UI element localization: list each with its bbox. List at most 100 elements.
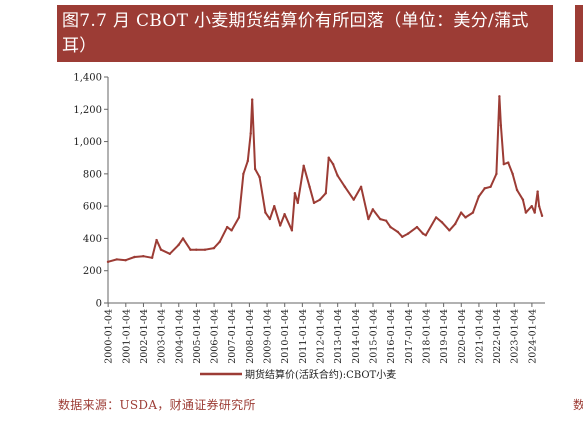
chart-title-bar: 图7.7 月 CBOT 小麦期货结算价有所回落（单位：美分/蒲式耳） bbox=[57, 5, 553, 62]
data-point bbox=[177, 243, 180, 247]
legend-label: 期货结算价(活跃合约):CBOT小麦 bbox=[245, 368, 396, 381]
data-point bbox=[379, 217, 382, 221]
data-point bbox=[352, 198, 355, 201]
data-point bbox=[359, 185, 363, 188]
data-point bbox=[242, 172, 245, 176]
x-tick-label: 2022-01-04 bbox=[492, 309, 503, 364]
data-point bbox=[268, 217, 272, 221]
data-point bbox=[533, 211, 536, 214]
x-tick-label: 2015-01-04 bbox=[368, 309, 379, 364]
data-point bbox=[389, 225, 392, 229]
series-line bbox=[107, 95, 544, 263]
data-point bbox=[502, 162, 506, 166]
data-point bbox=[237, 216, 241, 219]
data-point bbox=[384, 219, 388, 222]
data-point bbox=[434, 216, 438, 219]
data-point bbox=[499, 124, 503, 127]
data-point bbox=[249, 132, 252, 135]
data-point bbox=[212, 246, 216, 250]
y-tick-label: 1,200 bbox=[73, 105, 102, 116]
data-point bbox=[521, 198, 525, 201]
data-point bbox=[536, 190, 539, 193]
data-point bbox=[483, 187, 486, 190]
x-tick-label: 2008-01-04 bbox=[245, 309, 256, 364]
data-point bbox=[133, 255, 136, 259]
x-tick-label: 2005-01-04 bbox=[192, 309, 203, 364]
data-point bbox=[530, 204, 533, 208]
data-point bbox=[454, 222, 457, 226]
data-point bbox=[293, 192, 297, 195]
data-point bbox=[258, 175, 261, 179]
data-point bbox=[273, 204, 276, 208]
data-point bbox=[477, 195, 480, 198]
x-tick-label: 2013-01-04 bbox=[333, 309, 344, 364]
data-point bbox=[312, 201, 316, 205]
x-tick-label: 2021-01-04 bbox=[474, 309, 485, 364]
line-chart: 0 200 400 600 800 1,000 1,200 1,400 2000-01-04 20… bbox=[73, 73, 545, 381]
data-point bbox=[181, 237, 185, 240]
data-point bbox=[489, 185, 492, 188]
data-point bbox=[331, 162, 335, 166]
data-point bbox=[308, 185, 311, 188]
x-tick-label: 2006-01-04 bbox=[210, 309, 221, 364]
data-point bbox=[115, 258, 119, 261]
data-point bbox=[464, 216, 467, 219]
data-point bbox=[218, 240, 222, 243]
data-point bbox=[401, 235, 404, 239]
x-tick-label: 2007-01-04 bbox=[227, 309, 238, 364]
data-point bbox=[415, 225, 419, 229]
data-point bbox=[318, 198, 322, 201]
data-point bbox=[327, 156, 330, 159]
x-tick-label: 2020-01-04 bbox=[457, 309, 468, 364]
data-point bbox=[250, 98, 254, 101]
data-point bbox=[421, 232, 425, 235]
data-point bbox=[225, 225, 229, 229]
data-point bbox=[264, 211, 267, 214]
data-point bbox=[336, 174, 339, 177]
x-tick-label: 2000-01-04 bbox=[104, 309, 115, 364]
data-point bbox=[524, 211, 528, 214]
data-point bbox=[459, 211, 463, 214]
adjacent-panel-source-fragment: 数 bbox=[573, 398, 583, 412]
data-point bbox=[150, 256, 154, 259]
data-point bbox=[290, 229, 294, 232]
data-point bbox=[302, 164, 305, 167]
data-point bbox=[230, 229, 233, 232]
x-tick-label: 2009-01-04 bbox=[263, 309, 274, 364]
data-point bbox=[246, 159, 249, 163]
x-tick-label: 2004-01-04 bbox=[174, 309, 185, 364]
y-tick-label: 0 bbox=[96, 299, 102, 310]
data-point bbox=[296, 201, 300, 205]
data-point bbox=[195, 248, 198, 251]
x-tick-label: 2023-01-04 bbox=[510, 309, 521, 364]
data-point bbox=[424, 234, 428, 237]
y-tick-label: 800 bbox=[83, 169, 102, 180]
data-point bbox=[124, 259, 127, 262]
x-tick-label: 2011-01-04 bbox=[298, 309, 309, 364]
data-point bbox=[278, 224, 282, 227]
data-point bbox=[168, 252, 171, 255]
y-tick-label: 200 bbox=[83, 266, 102, 277]
data-point bbox=[203, 248, 207, 251]
data-point bbox=[495, 172, 498, 176]
data-point bbox=[343, 185, 347, 188]
data-point bbox=[537, 204, 541, 208]
x-tick-label: 2017-01-04 bbox=[404, 309, 415, 364]
data-point bbox=[189, 248, 192, 251]
data-point bbox=[142, 254, 145, 258]
x-tick-label: 2010-01-04 bbox=[280, 309, 291, 364]
chart-title: 图7.7 月 CBOT 小麦期货结算价有所回落（单位：美分/蒲式耳） bbox=[62, 11, 529, 56]
adjacent-panel-edge bbox=[575, 5, 583, 62]
data-point bbox=[371, 208, 375, 211]
data-point bbox=[155, 238, 158, 242]
x-tick-label: 2002-01-04 bbox=[139, 309, 150, 364]
y-tick-label: 1,000 bbox=[73, 137, 102, 148]
data-point bbox=[511, 172, 514, 176]
y-tick-label: 1,400 bbox=[73, 73, 102, 84]
data-point bbox=[367, 217, 370, 221]
data-point bbox=[448, 229, 451, 232]
y-tick-label: 600 bbox=[83, 202, 102, 213]
data-point bbox=[283, 213, 286, 216]
data-point bbox=[159, 248, 163, 251]
data-point bbox=[440, 221, 444, 224]
